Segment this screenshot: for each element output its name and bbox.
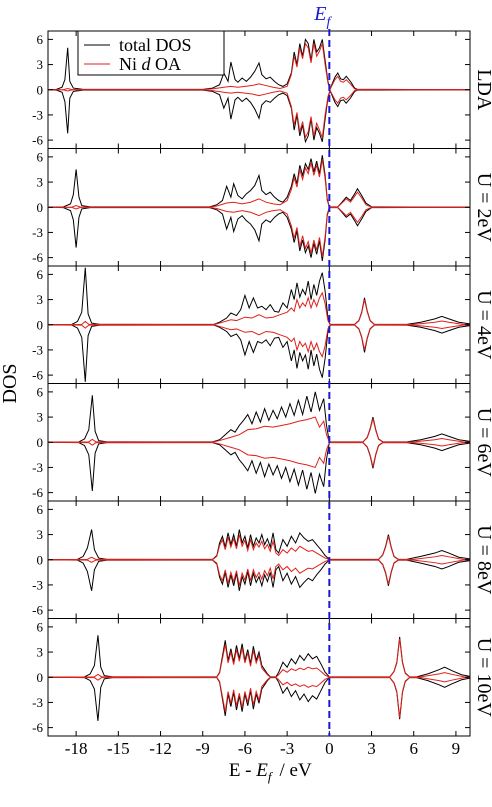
fermi-level-label: Ef	[313, 3, 332, 30]
total-dos-down-line	[47, 89, 471, 144]
x-tick-label: 9	[452, 739, 461, 758]
ni-d-oa-down-line	[47, 441, 471, 469]
x-tick-label: -6	[238, 739, 252, 758]
ni-d-oa-up-line	[47, 638, 471, 678]
x-tick-label: -15	[107, 739, 130, 758]
y-tick-label: 0	[37, 82, 44, 97]
y-tick-label: 6	[37, 32, 44, 47]
panel-6: -6 -3 0 3 6 U = 10eV	[32, 618, 492, 737]
panel-label: U = 2eV	[473, 173, 492, 243]
total-dos-up-line	[47, 391, 471, 443]
y-tick-label: 0	[37, 670, 44, 685]
total-dos-down-line	[47, 441, 471, 494]
y-tick-label: 3	[37, 292, 44, 307]
x-tick-label: 3	[367, 739, 376, 758]
y-tick-label: 6	[37, 384, 44, 399]
ni-d-oa-down-line	[47, 324, 471, 358]
ni-d-oa-down-line	[47, 676, 471, 718]
y-tick-label: 0	[37, 317, 44, 332]
y-tick-label: -6	[32, 133, 43, 148]
y-tick-label: 3	[37, 410, 44, 425]
panel-3: -6 -3 0 3 6 U = 4eV	[32, 265, 492, 384]
panel-label: U = 10eV	[473, 638, 492, 718]
x-tick-label: 0	[325, 739, 334, 758]
x-tick-label: -12	[149, 739, 172, 758]
y-tick-label: 6	[37, 267, 44, 282]
ni-d-oa-down-line	[47, 206, 471, 257]
panel-2: -6 -3 0 3 6 U = 2eV	[32, 148, 492, 267]
y-tick-label: -6	[32, 485, 43, 500]
y-tick-label: -6	[32, 720, 43, 735]
y-tick-label: -3	[32, 577, 43, 592]
ni-d-oa-up-line	[47, 534, 471, 561]
x-tick-label: 6	[409, 739, 418, 758]
panel-5: -6 -3 0 3 6 U = 8eV	[32, 500, 492, 619]
panel-label: U = 8eV	[473, 525, 492, 595]
total-dos-up-line	[47, 155, 471, 208]
x-tick-label: -18	[65, 739, 88, 758]
y-tick-label: 3	[37, 175, 44, 190]
y-tick-label: -3	[32, 460, 43, 475]
panel-4: -6 -3 0 3 6 U = 6eV	[32, 383, 492, 502]
y-tick-label: -3	[32, 107, 43, 122]
y-tick-label: -3	[32, 342, 43, 357]
total-dos-down-line	[47, 559, 471, 591]
y-tick-label: -3	[32, 225, 43, 240]
legend-box	[77, 30, 225, 76]
y-tick-label: 0	[37, 435, 44, 450]
ni-d-oa-down-line	[47, 559, 471, 586]
panel-label: LDA	[473, 69, 492, 111]
y-tick-label: 6	[37, 502, 44, 517]
y-tick-label: 3	[37, 527, 44, 542]
y-tick-label: 3	[37, 57, 44, 72]
ni-d-oa-up-line	[47, 159, 471, 208]
x-tick-label: -9	[196, 739, 210, 758]
y-tick-label: -3	[32, 695, 43, 710]
ni-d-oa-up-line	[47, 416, 471, 443]
total-dos-up-line	[47, 38, 471, 91]
y-tick-label: 6	[37, 619, 44, 634]
y-tick-label: 0	[37, 200, 44, 215]
panel-label: U = 4eV	[473, 290, 492, 360]
ni-d-oa-down-line	[47, 88, 471, 140]
y-tick-label: -6	[32, 368, 43, 383]
y-tick-label: 6	[37, 149, 44, 164]
total-dos-up-line	[47, 529, 471, 561]
y-axis-label: DOS	[0, 363, 21, 403]
ni-d-oa-up-line	[47, 42, 471, 91]
y-tick-label: 0	[37, 552, 44, 567]
y-tick-label: 3	[37, 645, 44, 660]
x-tick-label: -3	[280, 739, 294, 758]
y-tick-label: -6	[32, 603, 43, 618]
legend-label-total-dos: total DOS	[119, 35, 192, 55]
y-tick-label: -6	[32, 250, 43, 265]
legend-label-ni-d-oa: Ni d OA	[119, 54, 181, 74]
total-dos-up-line	[47, 267, 471, 326]
ni-d-oa-up-line	[47, 291, 471, 326]
panel-label: U = 6eV	[473, 408, 492, 478]
x-axis-label: E - Ef / eV	[229, 760, 312, 784]
total-dos-down-line	[47, 324, 471, 382]
